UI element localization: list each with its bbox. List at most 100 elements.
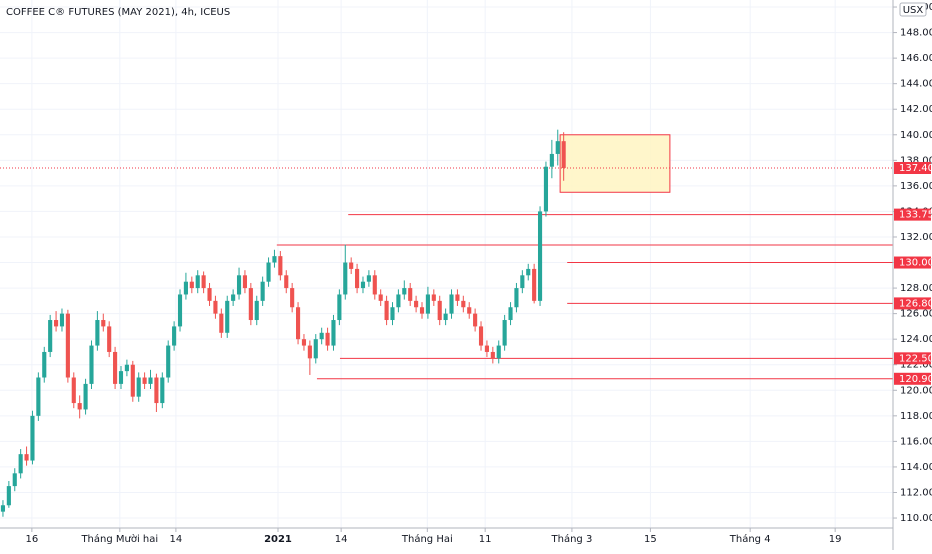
candle-body xyxy=(408,288,413,301)
candle-body xyxy=(473,313,478,327)
candle-body xyxy=(455,294,460,301)
candle-body xyxy=(59,313,65,327)
candle-body xyxy=(231,294,236,301)
x-tick-label: Tháng 4 xyxy=(729,533,771,545)
y-tick-label: 144.00 xyxy=(900,79,932,90)
candle-body xyxy=(136,377,141,397)
y-tick-label: 140.00 xyxy=(900,130,932,141)
y-tick-label: 146.00 xyxy=(900,53,932,64)
candle-body xyxy=(201,275,206,289)
candle-body xyxy=(290,288,295,308)
candle-body xyxy=(284,275,289,289)
candle-body xyxy=(36,377,41,416)
candle-body xyxy=(177,294,183,327)
candle-body xyxy=(396,294,401,308)
candle-body xyxy=(189,281,194,289)
candle-body xyxy=(248,288,253,321)
candle-body xyxy=(431,294,436,301)
chart-title: COFFEE C® FUTURES (MAY 2021), 4h, ICEUS xyxy=(6,7,230,18)
candle-body xyxy=(520,275,525,289)
candle-body xyxy=(65,313,70,378)
candle-body xyxy=(242,275,248,289)
level-label-box xyxy=(894,256,931,269)
y-tick-label: 148.00 xyxy=(900,28,932,39)
x-tick-label: 11 xyxy=(479,534,492,545)
candle-body xyxy=(313,339,318,359)
currency[interactable]: USX xyxy=(903,5,924,16)
level-label: 126.80 xyxy=(899,298,932,309)
candle-body xyxy=(467,307,472,314)
candle-body xyxy=(295,307,301,340)
candle-body xyxy=(89,345,94,384)
candle-body xyxy=(390,307,395,321)
y-tick-label: 132.00 xyxy=(900,232,932,243)
candle-body xyxy=(502,320,507,346)
candle-body xyxy=(18,454,23,474)
candle-body xyxy=(101,320,106,327)
candle-body xyxy=(325,332,330,346)
candle-body xyxy=(543,166,549,212)
candle-body xyxy=(366,275,371,282)
candle-body xyxy=(266,262,271,282)
candle-body xyxy=(372,275,377,295)
candle-body xyxy=(225,300,230,333)
candle-body xyxy=(484,345,489,352)
zone xyxy=(559,134,671,193)
candle-body xyxy=(95,320,100,346)
candle-body xyxy=(124,364,129,372)
level-label-box xyxy=(894,352,931,365)
y-tick-label: 120.00 xyxy=(900,385,932,396)
candle-body xyxy=(343,262,348,295)
y-tick-label: 126.00 xyxy=(900,309,932,320)
candle-body xyxy=(349,262,354,269)
candle-body xyxy=(0,505,6,512)
x-tick-label: 19 xyxy=(829,534,842,545)
candle-body xyxy=(337,294,342,321)
y-tick-label: 124.00 xyxy=(900,334,932,345)
candle-body xyxy=(402,288,407,295)
candle-body xyxy=(496,345,501,359)
level-label-box xyxy=(894,208,931,221)
plot xyxy=(0,129,893,517)
candle-body xyxy=(6,486,11,506)
x-tick-label: 15 xyxy=(644,534,657,545)
candle-body xyxy=(183,281,188,295)
y-tick-label: 110.00 xyxy=(900,513,932,524)
candle-body xyxy=(54,320,59,327)
level-label-box xyxy=(894,161,931,174)
candle-body xyxy=(414,300,419,308)
candle-body xyxy=(537,211,543,301)
x-tick-label: 14 xyxy=(335,534,348,545)
y-tick-label: 116.00 xyxy=(900,436,932,447)
candle-body xyxy=(378,294,383,301)
candle-body xyxy=(384,300,389,321)
candle-body xyxy=(12,473,17,487)
y-tick-label: 118.00 xyxy=(900,411,932,422)
candle-body xyxy=(514,288,519,308)
candle-body xyxy=(532,268,537,301)
candle-body xyxy=(71,377,76,404)
candle-body xyxy=(148,377,153,384)
candle-body xyxy=(461,300,466,308)
candle-body xyxy=(272,256,277,263)
candle-body xyxy=(561,141,566,168)
candle-body xyxy=(331,320,336,346)
candle-body xyxy=(490,351,495,359)
candle-body xyxy=(449,294,454,314)
candle-body xyxy=(107,326,112,352)
candle-body xyxy=(24,454,29,461)
currency-box[interactable] xyxy=(899,2,927,17)
candle-body xyxy=(443,313,448,321)
y-tick-label: 114.00 xyxy=(900,462,932,473)
axes: 110.00 112.00 114.00 116.00 118.00 120.00 122.… xyxy=(26,2,932,545)
candle-body xyxy=(236,275,242,295)
candle-body xyxy=(425,294,430,314)
y-tick-label: 136.00 xyxy=(900,181,932,192)
level-label: 122.50 xyxy=(899,353,932,364)
level-label: 137.40 xyxy=(899,163,932,174)
candle-body xyxy=(166,345,171,378)
level-label-box xyxy=(894,372,931,385)
candle-body xyxy=(219,313,224,333)
candle-body xyxy=(260,281,265,301)
